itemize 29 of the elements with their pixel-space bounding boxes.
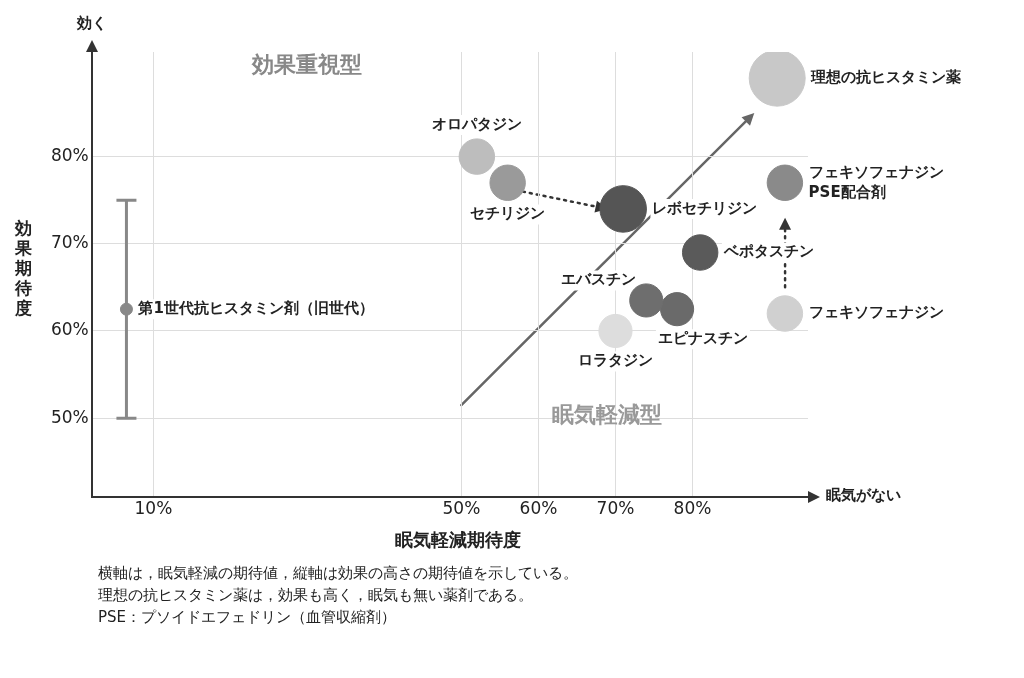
x-axis-title: 眠気軽減期待度 [394, 528, 522, 552]
x-tick-label: 70% [596, 498, 635, 519]
series-label: 理想の抗ヒスタミン薬 [810, 68, 962, 87]
y-tick-label: 70% [50, 232, 89, 253]
y-tick-label: 80% [50, 145, 89, 166]
series-label: フェキソフェナジン PSE配合剤 [808, 162, 944, 201]
y-tick-label: 50% [50, 406, 89, 427]
x-tick-label: 80% [673, 498, 712, 519]
annotation: 眠気軽減型 [552, 402, 663, 428]
text: 効く [75, 13, 107, 32]
series-label: 第1世代抗ヒスタミン剤（旧世代） [137, 299, 374, 318]
series-label: オロパタジン [431, 114, 522, 133]
x-tick-label: 10% [134, 498, 173, 519]
series-label: ロラタジン [577, 351, 653, 370]
text: 理想の抗ヒスタミン薬は，効果も高く，眠気も無い薬剤である。 [98, 585, 534, 606]
x-tick-label: 50% [442, 498, 481, 519]
series-label: エバスチン [561, 270, 637, 289]
y-tick-label: 60% [50, 319, 89, 340]
text: 眠気がない [826, 486, 901, 505]
y-axis-title: 効果期待度 [13, 218, 33, 318]
series-label: レボセチリジン [652, 198, 758, 217]
series-label: エピナスチン [657, 329, 748, 348]
series-label: セチリジン [470, 204, 546, 223]
text: PSE：プソイドエフェドリン（血管収縮剤） [98, 607, 398, 628]
series-label: ベポタスチン [722, 242, 814, 261]
x-tick-label: 60% [519, 498, 558, 519]
series-label: フェキソフェナジン [808, 303, 944, 322]
annotation: 効果重視型 [250, 51, 362, 77]
text: 横軸は，眠気軽減の期待値，縦軸は効果の高さの期待値を示している。 [98, 563, 579, 584]
